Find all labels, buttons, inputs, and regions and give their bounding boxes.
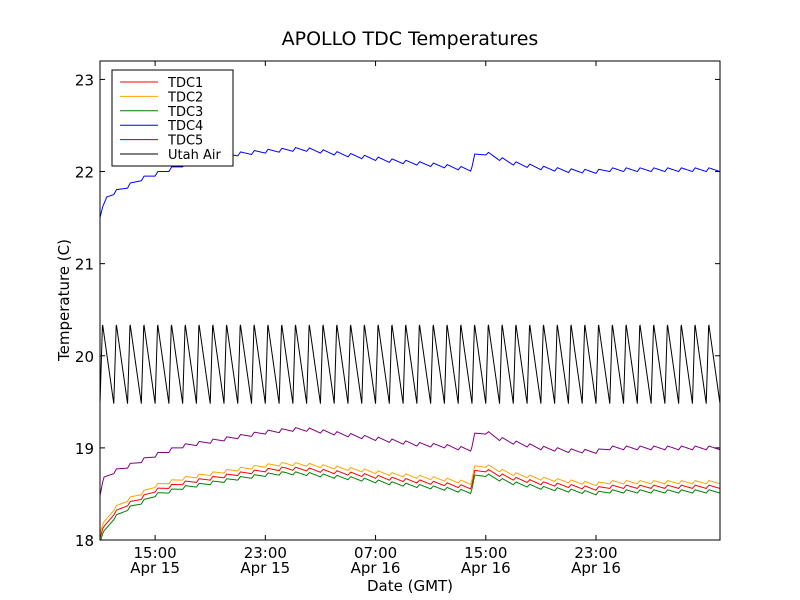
series-line-tdc3 <box>100 471 720 540</box>
x-tick-time-label-0: 15:00 <box>133 544 176 562</box>
x-tick-date-label-2: Apr 16 <box>351 559 401 577</box>
legend-label-tdc5: TDC5 <box>167 134 203 149</box>
x-tick-time-label-1: 23:00 <box>244 544 287 562</box>
legend-box <box>111 69 234 167</box>
y-tick-label-19: 19 <box>75 440 94 458</box>
legend-label-tdc1: TDC1 <box>167 76 203 91</box>
x-tick-date-label-3: Apr 16 <box>461 559 511 577</box>
y-tick-label-22: 22 <box>75 164 94 182</box>
plot-frame <box>99 60 721 541</box>
series-line-tdc2 <box>100 461 720 534</box>
legend-label-tdc4: TDC4 <box>167 119 203 134</box>
y-tick-label-21: 21 <box>75 256 94 274</box>
x-tick-time-label-4: 23:00 <box>574 544 617 562</box>
y-tick-label-18: 18 <box>75 532 94 550</box>
chart-title: APOLLO TDC Temperatures <box>282 28 539 50</box>
x-tick-date-label-0: Apr 15 <box>130 559 180 577</box>
x-axis-label: Date (GMT) <box>367 577 453 595</box>
y-tick-label-23: 23 <box>75 71 94 89</box>
series-line-tdc1 <box>100 466 720 539</box>
y-tick-label-20: 20 <box>75 348 94 366</box>
legend-label-tdc2: TDC2 <box>167 90 203 105</box>
x-tick-date-label-1: Apr 15 <box>240 559 290 577</box>
x-tick-date-label-4: Apr 16 <box>571 559 621 577</box>
legend-label-utah-air: Utah Air <box>168 148 221 163</box>
series-line-tdc5 <box>100 427 720 496</box>
y-axis-label: Temperature (C) <box>55 239 73 362</box>
legend-label-tdc3: TDC3 <box>167 105 203 120</box>
x-tick-time-label-2: 07:00 <box>354 544 397 562</box>
x-tick-time-label-3: 15:00 <box>464 544 507 562</box>
series-line-utah-air <box>100 324 720 404</box>
